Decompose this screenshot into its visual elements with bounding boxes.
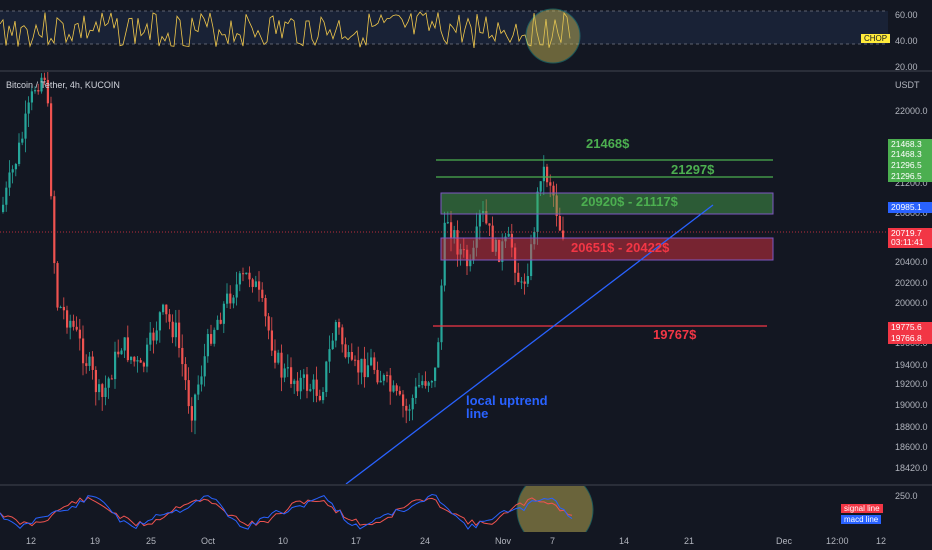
annotation-uptrend: local uptrend line <box>466 394 548 420</box>
time-tick: 17 <box>351 536 362 546</box>
chop-tick-20: 20.00 <box>895 62 918 72</box>
signal-line-label: signal line <box>841 504 883 513</box>
time-tick: 12 <box>26 536 37 546</box>
price-tag: 20719.7 <box>888 228 932 239</box>
macd-line-label: macd line <box>841 515 882 524</box>
time-tick: Oct <box>201 536 216 546</box>
price-tick: 19000.0 <box>895 400 928 410</box>
price-tag: 21468.3 <box>888 149 932 160</box>
signal-line-path <box>0 496 573 527</box>
macd-tick: 250.0 <box>895 491 918 501</box>
time-axis[interactable]: 12 19 25 Oct 10 17 24 Nov 7 14 21 Dec 12:00 12 <box>0 532 932 550</box>
time-tick: Nov <box>495 536 512 546</box>
price-tag: 21296.5 <box>888 160 932 171</box>
chop-indicator-plot <box>0 8 888 64</box>
time-tick: 12 <box>876 536 887 546</box>
price-tag: 19766.8 <box>888 333 932 344</box>
macd-pane[interactable]: 250.0 signal line macd line <box>0 486 932 532</box>
price-tag: 03:11:41 <box>888 237 932 248</box>
annotation-uptrend-line1: local uptrend <box>466 393 548 408</box>
price-tick: 22000.0 <box>895 106 928 116</box>
price-tick: 21200.0 <box>895 178 928 188</box>
macd-line-path <box>0 493 573 530</box>
chop-tick-60: 60.00 <box>895 10 918 20</box>
time-tick: 12:00 <box>826 536 849 546</box>
time-tick: 25 <box>146 536 157 546</box>
annotation-red-zone: 20651$ - 20422$ <box>571 240 670 255</box>
price-tag: 21468.3 <box>888 139 932 150</box>
chop-indicator-pane[interactable]: 60.00 40.00 20.00 CHOP <box>0 0 932 72</box>
chop-tick-40: 40.00 <box>895 36 918 46</box>
price-tick: 19200.0 <box>895 379 928 389</box>
chop-label: CHOP <box>861 34 891 43</box>
time-tick: 7 <box>550 536 556 546</box>
price-chart-plot[interactable] <box>0 72 932 484</box>
macd-plot <box>0 486 594 532</box>
annotation-19767: 19767$ <box>653 327 697 342</box>
price-tick: 18600.0 <box>895 442 928 452</box>
pane-separator[interactable] <box>0 484 932 486</box>
price-tick: 20400.0 <box>895 257 928 267</box>
price-tick: 19400.0 <box>895 360 928 370</box>
price-tag: 21296.5 <box>888 171 932 182</box>
macd-highlight-circle <box>516 486 594 532</box>
time-tick: 21 <box>684 536 695 546</box>
time-tick: 14 <box>619 536 630 546</box>
red-support-zone <box>440 237 774 261</box>
chop-highlight-circle <box>525 8 581 64</box>
price-tag: 20985.1 <box>888 202 932 213</box>
uptrend-line <box>345 204 714 484</box>
time-tick: Dec <box>776 536 793 546</box>
price-chart-pane[interactable]: Bitcoin / Tether, 4h, KUCOIN USDT 22000.… <box>0 72 932 484</box>
currency-label: USDT <box>895 80 920 90</box>
annotation-green-zone: 20920$ - 21117$ <box>581 194 678 209</box>
annotation-21468: 21468$ <box>586 136 630 151</box>
time-tick: 10 <box>278 536 289 546</box>
annotation-21297: 21297$ <box>671 162 715 177</box>
chop-line <box>0 11 571 49</box>
price-tick: 20800.0 <box>895 208 928 218</box>
green-resistance-zone <box>440 192 774 215</box>
time-tick: 19 <box>90 536 101 546</box>
pane-separator[interactable] <box>0 70 932 72</box>
price-tick: 20000.0 <box>895 298 928 308</box>
annotation-uptrend-line2: line <box>466 406 489 421</box>
price-tick: 20200.0 <box>895 278 928 288</box>
price-tick: 18420.0 <box>895 463 928 473</box>
symbol-title[interactable]: Bitcoin / Tether, 4h, KUCOIN <box>6 80 120 90</box>
time-tick: 24 <box>420 536 431 546</box>
price-tag: 19775.6 <box>888 322 932 333</box>
price-tick: 18800.0 <box>895 422 928 432</box>
